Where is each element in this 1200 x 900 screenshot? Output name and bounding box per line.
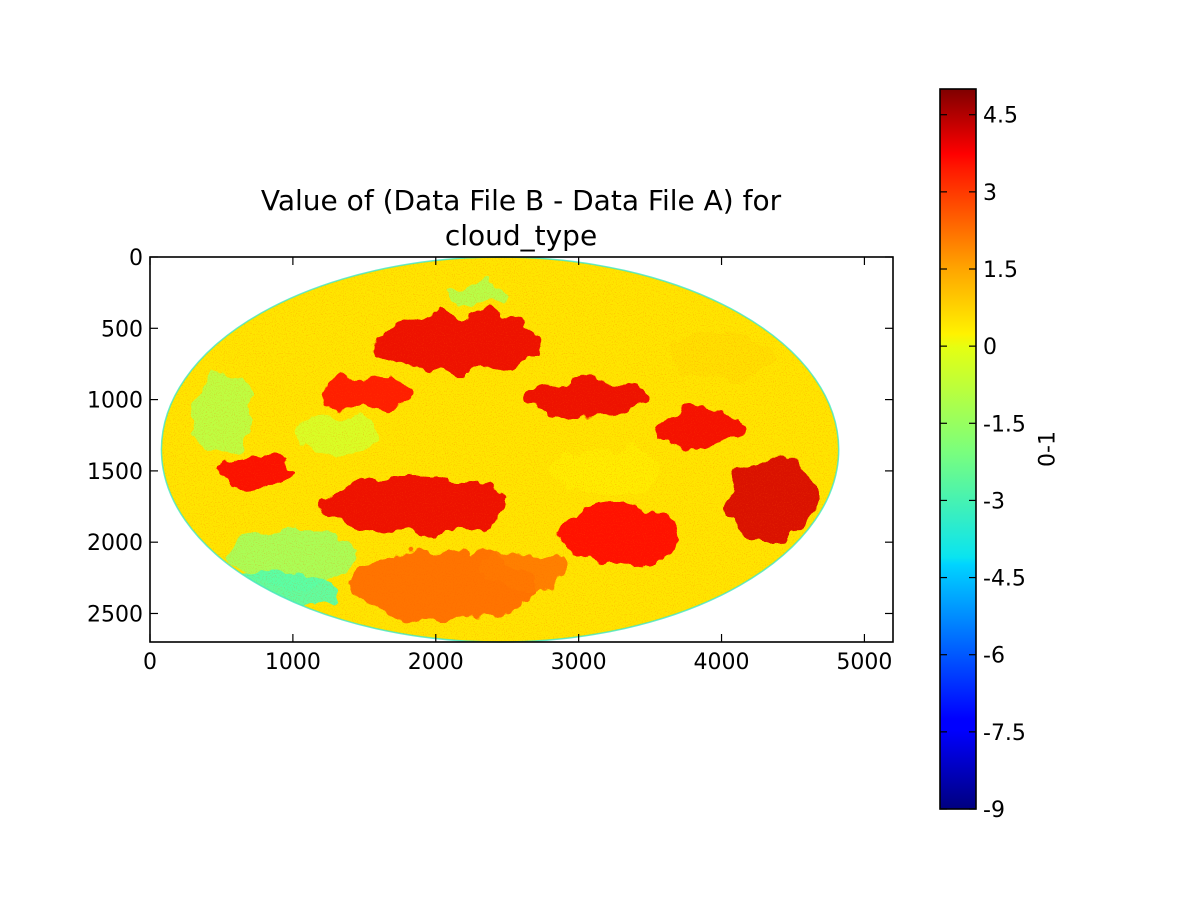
colorbar: 4.5 3 1.5 0 -1.5 -3 -4.5 -6 -7.5 -9 0-1 <box>939 88 1061 823</box>
colorbar-tick-label: 1.5 <box>983 258 1018 283</box>
speckle-noise <box>161 257 839 642</box>
colorbar-tick-label: 4.5 <box>983 104 1018 129</box>
x-tick-label: 3000 <box>551 650 607 675</box>
y-tick-label: 0 <box>129 246 143 271</box>
colorbar-tick-label: -9 <box>983 798 1005 823</box>
colorbar-tick-label: 3 <box>983 181 997 206</box>
colorbar-tick-label: -3 <box>983 489 1005 514</box>
colorbar-tick-label: 0 <box>983 335 997 360</box>
earth-disk-image <box>161 257 839 642</box>
x-tick-label: 0 <box>143 650 157 675</box>
y-axis: 0 500 1000 1500 2000 2500 <box>87 246 893 627</box>
x-tick-label: 5000 <box>836 650 892 675</box>
colorbar-tick-label: -6 <box>983 644 1005 669</box>
y-tick-label: 2000 <box>87 531 143 556</box>
colorbar-label: 0-1 <box>1036 431 1061 467</box>
chart-title-line-1: Value of (Data File B - Data File A) for <box>261 184 782 217</box>
plot-area: 0 1000 2000 3000 4000 5000 0 500 1000 1500 2000 25… <box>87 246 894 675</box>
colorbar-tick-label: -4.5 <box>983 567 1026 592</box>
plot-frame <box>149 256 894 643</box>
y-tick-label: 500 <box>101 317 143 342</box>
colorbar-tick-label: -7.5 <box>983 721 1026 746</box>
colorbar-ticks: 4.5 3 1.5 0 -1.5 -3 -4.5 -6 -7.5 -9 <box>940 104 1026 823</box>
y-tick-label: 1500 <box>87 460 143 485</box>
y-tick-label: 2500 <box>87 602 143 627</box>
chart-title-line-2: cloud_type <box>445 219 597 252</box>
x-tick-label: 2000 <box>408 650 464 675</box>
x-axis: 0 1000 2000 3000 4000 5000 <box>143 257 892 675</box>
y-tick-label: 1000 <box>87 389 143 414</box>
x-tick-label: 1000 <box>265 650 321 675</box>
colorbar-gradient <box>939 88 977 810</box>
colorbar-tick-label: -1.5 <box>983 412 1026 437</box>
x-tick-label: 4000 <box>694 650 750 675</box>
